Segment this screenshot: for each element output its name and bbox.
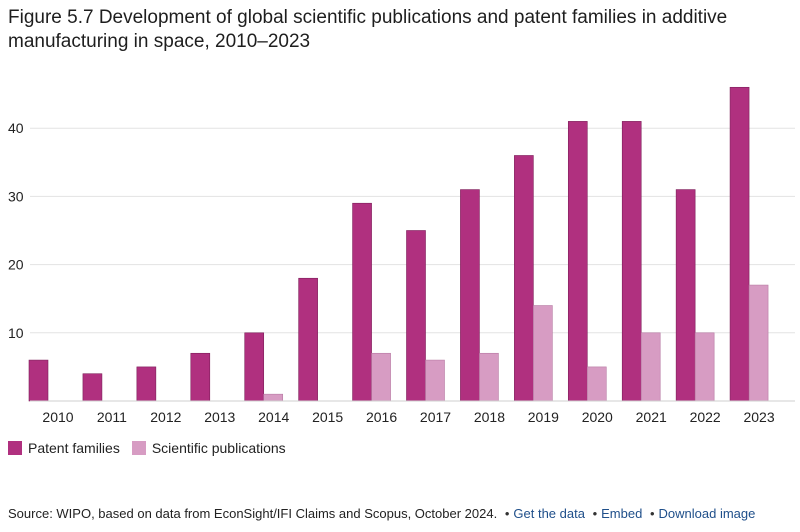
embed-link[interactable]: Embed	[601, 506, 643, 521]
x-tick-label: 2013	[204, 409, 235, 425]
legend-swatch-scientific-publications	[131, 441, 146, 455]
bar-patent-families-2021[interactable]	[621, 121, 642, 402]
bars	[28, 86, 769, 402]
bar-scientific-publications-2020[interactable]	[586, 366, 607, 402]
x-tick-label: 2012	[150, 409, 181, 425]
footer-separator: •	[504, 506, 510, 521]
bar-scientific-publications-2022[interactable]	[694, 332, 715, 402]
x-tick-label: 2019	[528, 409, 559, 425]
bar-patent-families-2023[interactable]	[729, 86, 750, 402]
x-tick-label: 2017	[420, 409, 451, 425]
bar-patent-families-2014[interactable]	[244, 332, 265, 402]
footer-separator: •	[592, 506, 598, 521]
bar-patent-families-2016[interactable]	[352, 202, 372, 402]
bar-patent-families-2010[interactable]	[28, 359, 49, 402]
bar-scientific-publications-2023[interactable]	[748, 284, 769, 402]
bar-patent-families-2011[interactable]	[82, 373, 103, 402]
x-tick-label: 2011	[97, 409, 127, 425]
chart-title: Figure 5.7 Development of global scienti…	[8, 7, 728, 52]
legend-label-scientific-publications: Scientific publications	[151, 440, 286, 456]
bar-patent-families-2019[interactable]	[514, 155, 534, 402]
legend: Patent families Scientific publications	[8, 440, 298, 456]
bar-patent-families-2018[interactable]	[460, 189, 480, 402]
x-tick-label: 2020	[582, 409, 613, 425]
legend-label-patent-families: Patent families	[28, 440, 120, 456]
source-note: Source: WIPO, based on data from EconSig…	[8, 506, 498, 521]
bar-scientific-publications-2017[interactable]	[425, 359, 445, 402]
x-tick-label: 2015	[312, 409, 343, 425]
bar-scientific-publications-2018[interactable]	[479, 352, 499, 402]
bar-scientific-publications-2021[interactable]	[640, 332, 661, 402]
bar-patent-families-2012[interactable]	[136, 366, 157, 402]
y-tick-label: 30	[8, 188, 24, 204]
x-tick-label: 2014	[258, 409, 289, 425]
legend-item-scientific-publications[interactable]: Scientific publications	[131, 440, 286, 456]
bar-patent-families-2015[interactable]	[298, 277, 318, 402]
y-axis-ticks: 10 20 30 40	[8, 120, 24, 341]
get-the-data-link[interactable]: Get the data	[513, 506, 585, 521]
bar-patent-families-2017[interactable]	[406, 230, 426, 402]
y-tick-label: 20	[8, 257, 24, 273]
bar-patent-families-2020[interactable]	[567, 121, 588, 402]
bar-scientific-publications-2014[interactable]	[263, 393, 284, 402]
footer-separator: •	[649, 506, 655, 521]
legend-item-patent-families[interactable]: Patent families	[8, 440, 120, 456]
y-tick-label: 40	[8, 120, 24, 136]
x-tick-label: 2016	[366, 409, 397, 425]
download-image-link[interactable]: Download image	[658, 506, 756, 521]
x-tick-label: 2021	[636, 409, 667, 425]
x-axis-ticks: 2010 2011 2012 2013 2014 2015 2016 2017 2018 2019…	[42, 409, 774, 425]
x-tick-label: 2022	[690, 409, 721, 425]
bar-scientific-publications-2019[interactable]	[533, 305, 553, 402]
footer: Source: WIPO, based on data from EconSig…	[8, 506, 755, 521]
x-tick-label: 2018	[474, 409, 505, 425]
x-tick-label: 2010	[42, 409, 73, 425]
bar-scientific-publications-2016[interactable]	[371, 352, 391, 402]
bar-patent-families-2013[interactable]	[190, 352, 211, 402]
y-tick-label: 10	[8, 325, 24, 341]
legend-swatch-patent-families	[8, 441, 22, 455]
bar-patent-families-2022[interactable]	[675, 189, 696, 402]
x-tick-label: 2023	[743, 409, 774, 425]
